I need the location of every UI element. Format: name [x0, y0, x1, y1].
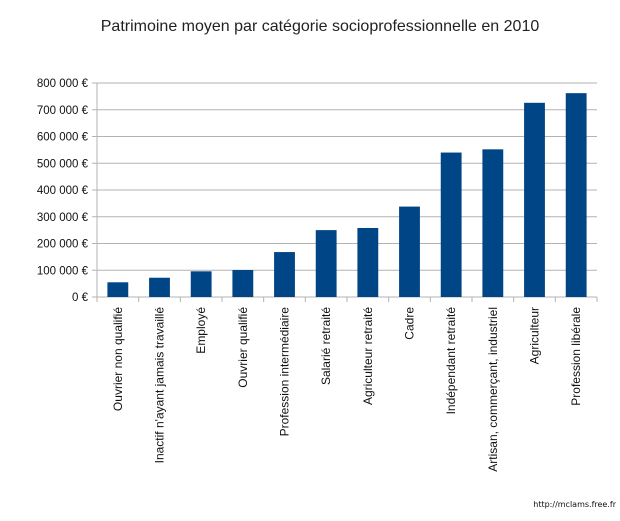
bar: [107, 282, 129, 297]
bar: [232, 269, 254, 297]
chart-title: Patrimoine moyen par catégorie socioprof…: [100, 18, 540, 35]
bar: [357, 227, 379, 297]
x-tick-label: Salarié retraité: [319, 307, 333, 385]
x-tick-label: Agriculteur retraité: [361, 307, 375, 405]
x-tick-label: Artisan, commerçant, industriel: [486, 307, 500, 472]
x-tick-label: Indépendant retraité: [444, 307, 458, 415]
bar: [315, 230, 337, 297]
y-tick-label: 700 000 €: [37, 105, 89, 117]
bar: [274, 252, 295, 297]
y-tick-label: 100 000 €: [37, 265, 89, 277]
y-tick-label: 300 000 €: [37, 212, 89, 224]
bar: [482, 149, 504, 297]
bar: [149, 277, 170, 297]
y-tick-label: 500 000 €: [37, 158, 89, 170]
source-url: http://mclams.free.fr: [533, 500, 616, 509]
y-tick-label: 200 000 €: [37, 239, 89, 251]
y-tick-label: 600 000 €: [37, 132, 89, 144]
y-tick-label: 800 000 €: [37, 78, 89, 90]
x-tick-label: Inactif n'ayant jamais travaillé: [153, 307, 167, 464]
y-tick-label: 400 000 €: [37, 185, 89, 197]
y-tick-label: 0 €: [72, 292, 89, 304]
bar: [440, 152, 462, 297]
x-tick-label: Employé: [194, 307, 208, 354]
bar: [565, 93, 587, 297]
bar: [399, 206, 420, 297]
x-tick-label: Cadre: [403, 307, 417, 340]
x-tick-label: Profession intermédiaire: [278, 307, 292, 437]
bar: [190, 271, 212, 297]
x-tick-label: Profession libérale: [569, 307, 583, 406]
bar: [524, 102, 545, 297]
x-tick-label: Agriculteur: [528, 307, 542, 364]
x-tick-label: Ouvrier non qualifié: [111, 307, 125, 411]
x-tick-label: Ouvrier qualifié: [236, 307, 250, 388]
